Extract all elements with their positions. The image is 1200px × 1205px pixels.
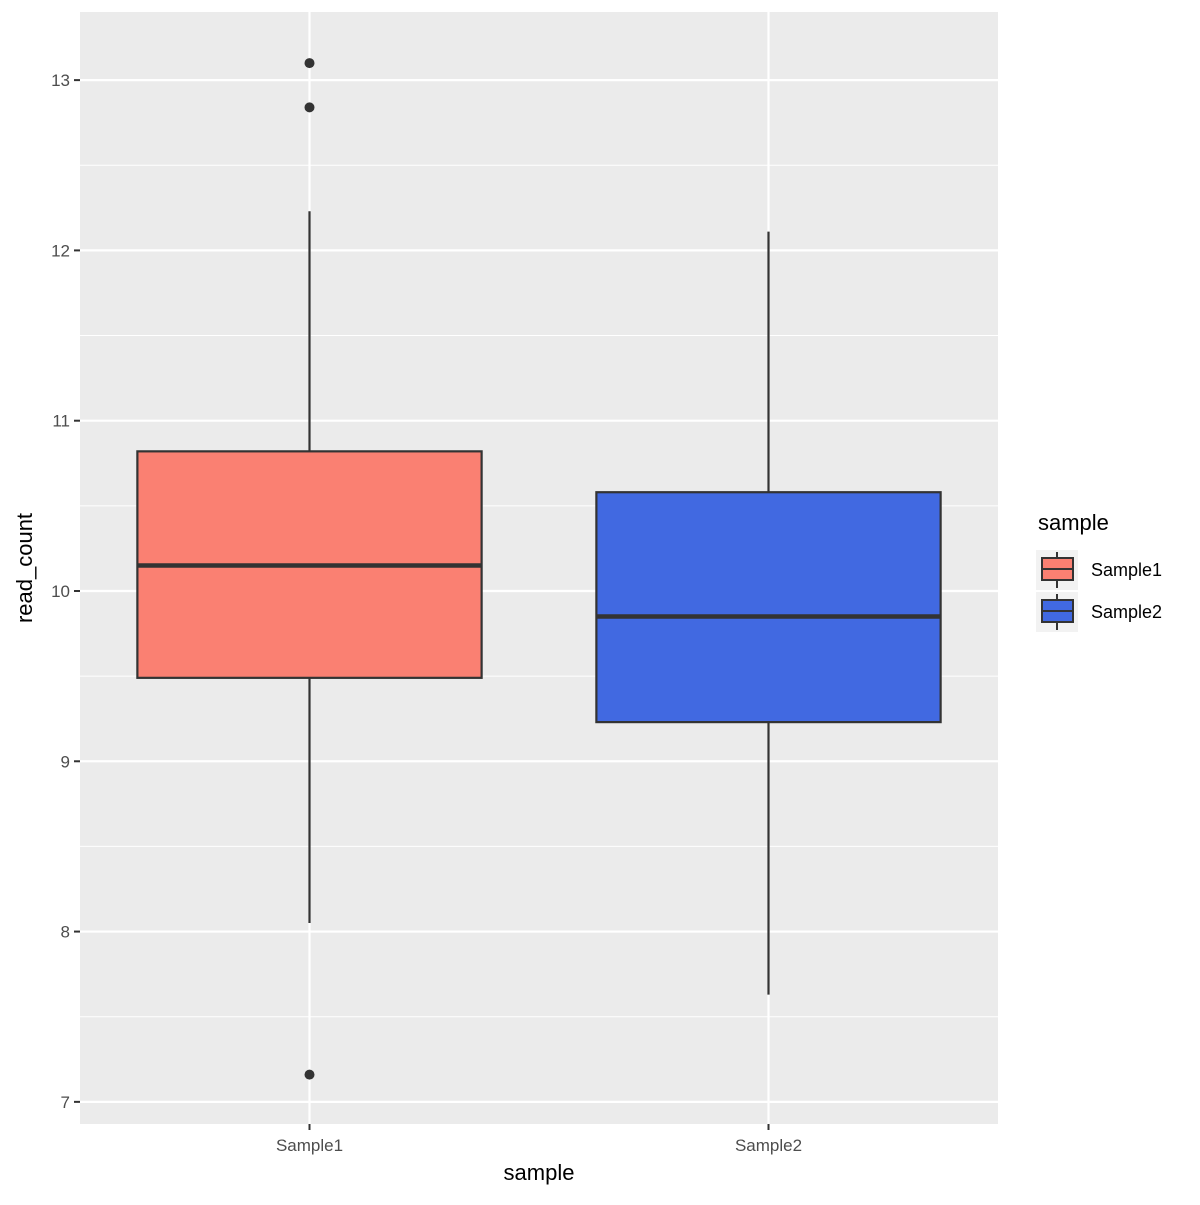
legend-label: Sample2 bbox=[1091, 602, 1162, 622]
boxes bbox=[136, 58, 942, 1080]
outlier-point bbox=[304, 58, 315, 69]
legend-label: Sample1 bbox=[1091, 560, 1162, 580]
y-tick-label: 9 bbox=[61, 752, 70, 771]
x-tick-label: Sample2 bbox=[735, 1136, 802, 1155]
y-tick-label: 13 bbox=[51, 71, 70, 90]
y-tick-label: 12 bbox=[51, 241, 70, 260]
y-tick-label: 11 bbox=[52, 412, 70, 431]
y-axis-label: read_count bbox=[12, 513, 37, 623]
outlier-point bbox=[304, 1069, 315, 1080]
axes: 7 8 9 10 11 12 13 Sample1 Sample2 bbox=[51, 71, 802, 1155]
legend: sample Sample1 Sample2 bbox=[1036, 510, 1162, 632]
box-Sample2 bbox=[595, 491, 942, 724]
x-tick-label: Sample1 bbox=[276, 1136, 343, 1155]
outlier-point bbox=[304, 102, 315, 113]
y-tick-label: 8 bbox=[61, 923, 70, 942]
y-tick-label: 7 bbox=[61, 1093, 70, 1112]
x-axis-label: sample bbox=[504, 1160, 575, 1185]
legend-title: sample bbox=[1038, 510, 1109, 535]
y-tick-label: 10 bbox=[51, 582, 70, 601]
